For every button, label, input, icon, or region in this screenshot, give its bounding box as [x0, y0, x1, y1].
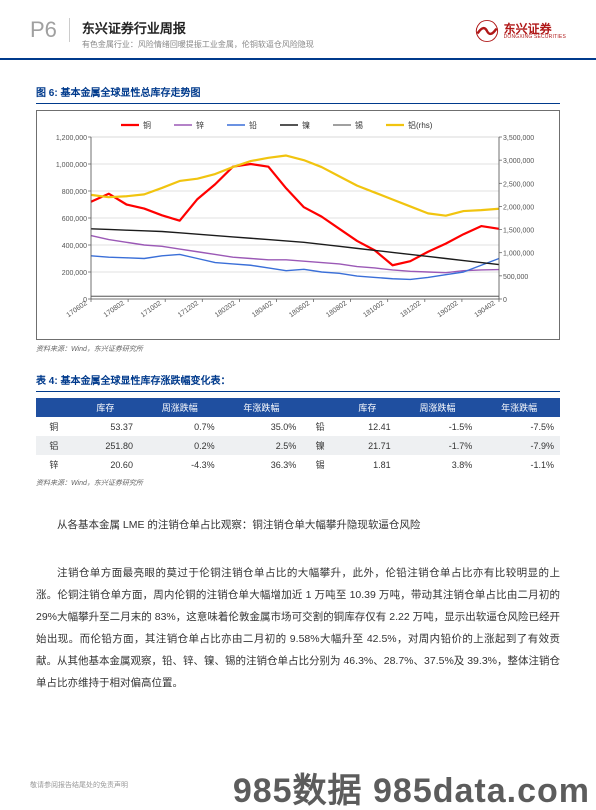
table-row: 铝251.800.2%2.5%镍21.71-1.7%-7.9%	[36, 436, 560, 455]
table-header-cell: 年涨跌幅	[478, 398, 560, 417]
svg-text:1,500,000: 1,500,000	[503, 228, 534, 235]
table-cell: 3.8%	[397, 455, 479, 474]
svg-text:171002: 171002	[140, 300, 163, 319]
svg-text:180802: 180802	[325, 300, 348, 319]
svg-text:锡: 锡	[355, 121, 363, 130]
brand-logo: 东兴证券 DONGXING SECURITIES	[474, 18, 566, 44]
table-cell: 铜	[36, 417, 72, 436]
table4-source: 资料来源：Wind，东兴证券研究所	[36, 478, 560, 488]
svg-text:170602: 170602	[66, 300, 89, 319]
svg-text:190202: 190202	[436, 300, 459, 319]
svg-text:180202: 180202	[214, 300, 237, 319]
table-cell: 20.60	[72, 455, 139, 474]
table-cell: 35.0%	[221, 417, 303, 436]
table-cell: 1.81	[338, 455, 397, 474]
svg-text:2,500,000: 2,500,000	[503, 181, 534, 188]
svg-text:171202: 171202	[177, 300, 200, 319]
svg-text:3,500,000: 3,500,000	[503, 135, 534, 142]
table-header-cell: 周涨跌幅	[397, 398, 479, 417]
svg-text:2,000,000: 2,000,000	[503, 204, 534, 211]
table-cell: -4.3%	[139, 455, 221, 474]
svg-text:1,000,000: 1,000,000	[56, 162, 87, 169]
table4: 库存周涨跌幅年涨跌幅库存周涨跌幅年涨跌幅铜53.370.7%35.0%铅12.4…	[36, 398, 560, 474]
table-cell: 2.5%	[221, 436, 303, 455]
table-cell: -1.1%	[478, 455, 560, 474]
table-cell: 0.7%	[139, 417, 221, 436]
table-cell: 21.71	[338, 436, 397, 455]
svg-text:190402: 190402	[474, 300, 497, 319]
svg-text:400,000: 400,000	[62, 243, 87, 250]
header-text-block: 东兴证券行业周报 有色金属行业：风险情绪回暖提振工业金属，伦铜软逼仓风险隐现	[82, 18, 474, 50]
report-subtitle: 有色金属行业：风险情绪回暖提振工业金属，伦铜软逼仓风险隐现	[82, 39, 474, 50]
table-cell: -7.9%	[478, 436, 560, 455]
figure6-title: 图 6: 基本金属全球显性总库存走势图	[36, 84, 560, 104]
table-header-cell: 周涨跌幅	[139, 398, 221, 417]
table-cell: 锌	[36, 455, 72, 474]
logo-icon	[474, 18, 500, 44]
page-header: P6 东兴证券行业周报 有色金属行业：风险情绪回暖提振工业金属，伦铜软逼仓风险隐…	[0, 0, 596, 60]
table-cell: -7.5%	[478, 417, 560, 436]
logo-text-en: DONGXING SECURITIES	[504, 35, 566, 40]
svg-text:200,000: 200,000	[62, 270, 87, 277]
table-header-cell	[302, 398, 338, 417]
svg-text:镍: 镍	[302, 120, 310, 130]
table-cell: 0.2%	[139, 436, 221, 455]
body-para-1: 从各基本金属 LME 的注销仓单占比观察：铜注销仓单大幅攀升隐现软逼仓风险	[36, 514, 560, 536]
table-cell: -1.5%	[397, 417, 479, 436]
table-cell: 锡	[302, 455, 338, 474]
svg-text:181202: 181202	[399, 300, 422, 319]
table-cell: 铝	[36, 436, 72, 455]
table-cell: 铅	[302, 417, 338, 436]
svg-text:500,000: 500,000	[503, 274, 528, 281]
svg-text:1,000,000: 1,000,000	[503, 251, 534, 258]
table-header-cell: 年涨跌幅	[221, 398, 303, 417]
table-header-cell: 库存	[338, 398, 397, 417]
watermark-text: 985数据 985data.com	[233, 774, 590, 808]
table4-title: 表 4: 基本金属全球显性库存涨跌幅变化表：	[36, 372, 560, 392]
table-header-cell	[36, 398, 72, 417]
table-row: 锌20.60-4.3%36.3%锡1.813.8%-1.1%	[36, 455, 560, 474]
table-cell: -1.7%	[397, 436, 479, 455]
page-number: P6	[30, 18, 70, 42]
svg-text:181002: 181002	[362, 300, 385, 319]
svg-text:600,000: 600,000	[62, 216, 87, 223]
svg-text:800,000: 800,000	[62, 189, 87, 196]
table-row: 铜53.370.7%35.0%铅12.41-1.5%-7.5%	[36, 417, 560, 436]
figure6-source: 资料来源：Wind，东兴证券研究所	[36, 344, 560, 354]
svg-text:铝(rhs): 铝(rhs)	[408, 120, 433, 130]
footer-disclaimer: 敬请参阅报告结尾处的免责声明	[30, 780, 128, 790]
svg-text:3,000,000: 3,000,000	[503, 158, 534, 165]
svg-text:180602: 180602	[288, 300, 311, 319]
table-header-cell: 库存	[72, 398, 139, 417]
body-para-2: 注销仓单方面最亮眼的莫过于伦铜注销仓单占比的大幅攀升，此外，伦铅注销仓单占比亦有…	[36, 562, 560, 694]
table-cell: 251.80	[72, 436, 139, 455]
table-cell: 镍	[302, 436, 338, 455]
svg-text:铅: 铅	[249, 120, 257, 130]
table-cell: 53.37	[72, 417, 139, 436]
svg-text:170802: 170802	[103, 300, 126, 319]
svg-text:锌: 锌	[196, 120, 204, 130]
table-cell: 12.41	[338, 417, 397, 436]
svg-text:180402: 180402	[251, 300, 274, 319]
figure6-chart: 0 200,000 400,000 600,000 800,000 1,000,000 1,…	[36, 110, 560, 340]
report-title: 东兴证券行业周报	[82, 18, 474, 37]
logo-text-cn: 东兴证券	[504, 23, 552, 35]
table-cell: 36.3%	[221, 455, 303, 474]
svg-text:0: 0	[503, 297, 507, 304]
svg-text:铜: 铜	[143, 120, 151, 130]
svg-text:1,200,000: 1,200,000	[56, 135, 87, 142]
